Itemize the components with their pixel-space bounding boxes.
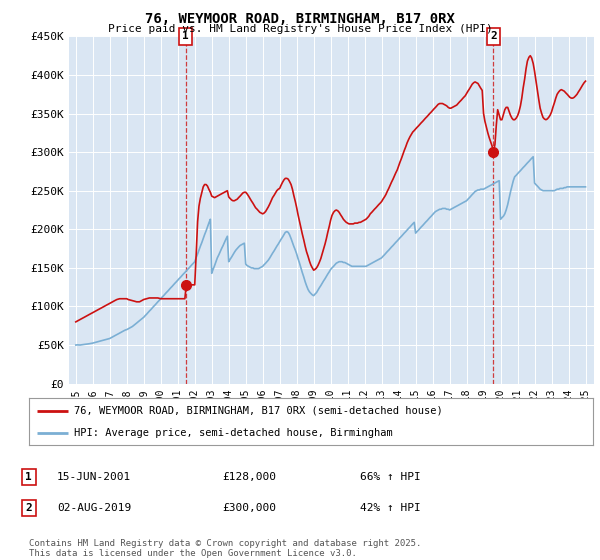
Text: 02-AUG-2019: 02-AUG-2019	[57, 503, 131, 513]
Text: 1: 1	[182, 31, 189, 41]
Text: £128,000: £128,000	[222, 472, 276, 482]
Text: 1: 1	[25, 472, 32, 482]
Text: HPI: Average price, semi-detached house, Birmingham: HPI: Average price, semi-detached house,…	[74, 428, 392, 438]
Text: 2: 2	[490, 31, 497, 41]
Text: 66% ↑ HPI: 66% ↑ HPI	[360, 472, 421, 482]
Text: 76, WEYMOOR ROAD, BIRMINGHAM, B17 0RX (semi-detached house): 76, WEYMOOR ROAD, BIRMINGHAM, B17 0RX (s…	[74, 406, 443, 416]
Text: 2: 2	[25, 503, 32, 513]
Text: £300,000: £300,000	[222, 503, 276, 513]
Text: 42% ↑ HPI: 42% ↑ HPI	[360, 503, 421, 513]
Text: Contains HM Land Registry data © Crown copyright and database right 2025.
This d: Contains HM Land Registry data © Crown c…	[29, 539, 421, 558]
Text: 15-JUN-2001: 15-JUN-2001	[57, 472, 131, 482]
Text: Price paid vs. HM Land Registry's House Price Index (HPI): Price paid vs. HM Land Registry's House …	[107, 24, 493, 34]
Text: 76, WEYMOOR ROAD, BIRMINGHAM, B17 0RX: 76, WEYMOOR ROAD, BIRMINGHAM, B17 0RX	[145, 12, 455, 26]
